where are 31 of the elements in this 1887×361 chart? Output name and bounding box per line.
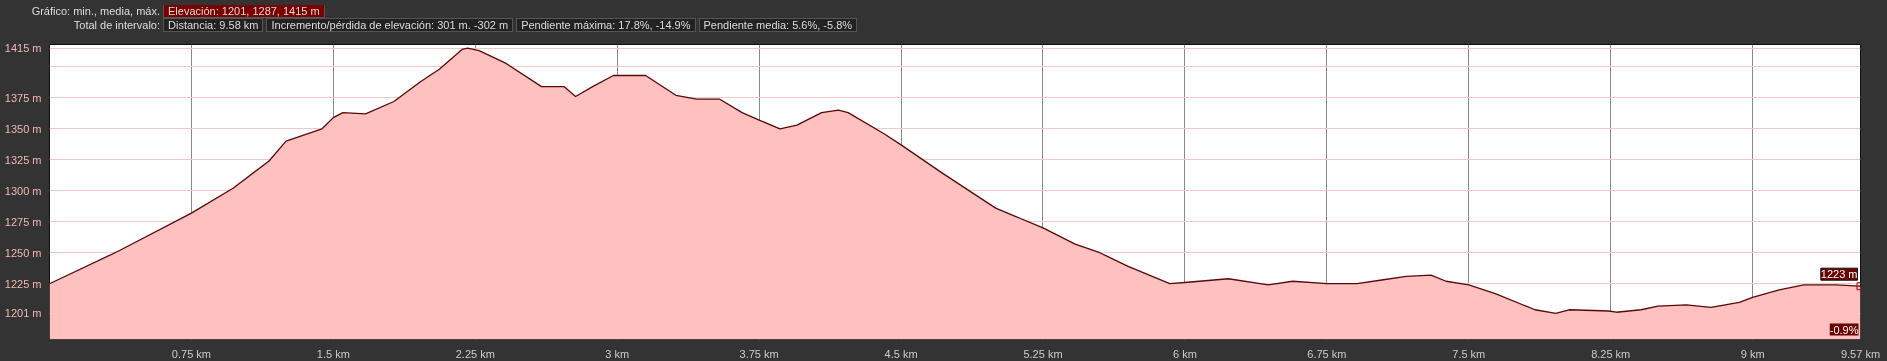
y-tick-label: 1275 m bbox=[4, 215, 42, 228]
text: Pendiente media: 5.6%, -5.8% bbox=[698, 18, 858, 32]
x-tick-label: 6.75 km bbox=[1307, 347, 1347, 360]
chart-subtitle: Elevación: 1201, 1287, 1415 m bbox=[163, 4, 325, 18]
text: Distancia: 9.58 km bbox=[163, 18, 264, 32]
annotation: 1223 m bbox=[1820, 268, 1858, 281]
annotation: -0.9% bbox=[1829, 323, 1859, 336]
y-tick-label: 1225 m bbox=[4, 277, 42, 290]
x-tick-label: 4.5 km bbox=[884, 347, 918, 360]
x-tick-label: 8.25 km bbox=[1591, 347, 1631, 360]
x-tick-label: 7.5 km bbox=[1452, 347, 1486, 360]
y-tick-label: 1350 m bbox=[4, 122, 42, 135]
x-tick-label: 3 km bbox=[605, 347, 630, 360]
text: Total de intervalo: bbox=[72, 19, 160, 32]
x-tick-label: 2.25 km bbox=[455, 347, 495, 360]
x-tick-label: 5.25 km bbox=[1023, 347, 1063, 360]
x-tick-label: 6 km bbox=[1173, 347, 1197, 360]
y-tick-label: 1375 m bbox=[4, 91, 42, 104]
text: Pendiente máxima: 17.8%, -14.9% bbox=[516, 18, 696, 32]
y-tick-label: 1201 m bbox=[4, 307, 42, 320]
chart-title: Gráfico: min., media, máx. bbox=[30, 5, 160, 18]
y-tick-label: 1300 m bbox=[4, 184, 42, 197]
x-tick-label: 3.75 km bbox=[739, 347, 779, 360]
text: Incremento/pérdida de elevación: 301 m. -302 m bbox=[266, 18, 514, 32]
x-tick-label: 0.75 km bbox=[171, 347, 211, 360]
x-tick-label: 9.57 km bbox=[1840, 347, 1881, 360]
x-tick-label: 9 km bbox=[1740, 347, 1765, 360]
y-tick-label: 1250 m bbox=[4, 246, 42, 259]
y-tick-label: 1325 m bbox=[4, 153, 42, 166]
x-tick-label: 1.5 km bbox=[316, 347, 350, 360]
y-tick-label: 1415 m bbox=[4, 42, 42, 55]
